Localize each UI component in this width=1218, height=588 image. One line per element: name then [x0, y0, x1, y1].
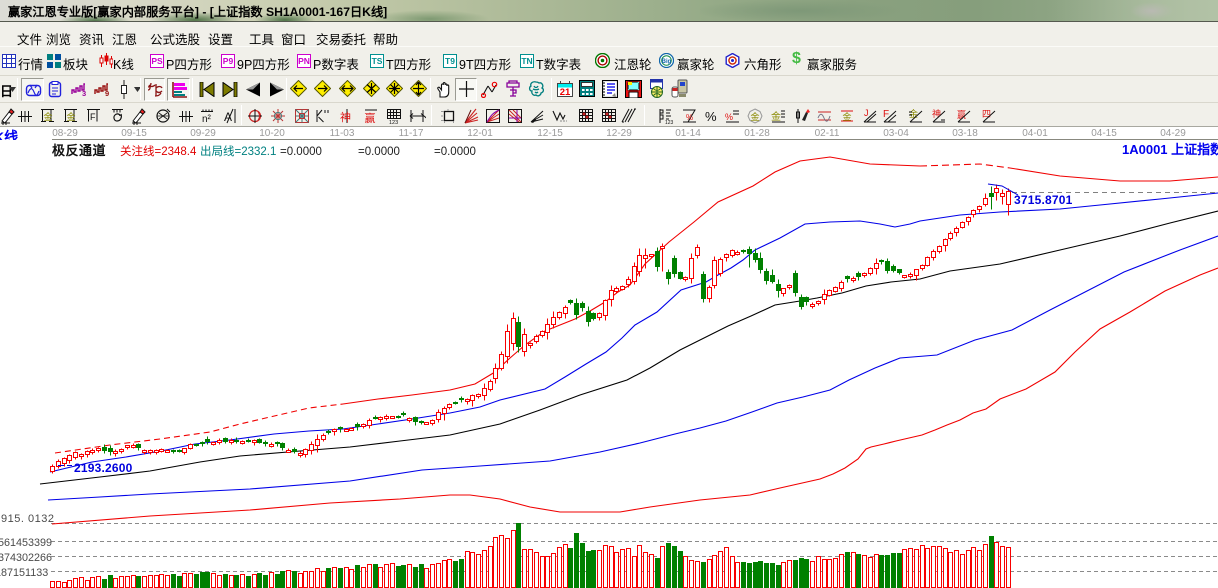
- svg-text:金: 金: [771, 110, 781, 123]
- svg-text:2193.2600: 2193.2600: [74, 461, 133, 475]
- svg-text:%: %: [686, 113, 693, 122]
- svg-text:金: 金: [751, 111, 760, 122]
- svg-text:F: F: [90, 112, 96, 122]
- svg-text:金: 金: [843, 111, 852, 122]
- svg-text:21: 21: [560, 87, 571, 98]
- svg-text:金: 金: [44, 111, 53, 122]
- svg-text:金: 金: [909, 108, 918, 119]
- svg-text:出局线=2332.1: 出局线=2332.1: [200, 144, 276, 158]
- svg-text:=0.0000: =0.0000: [434, 146, 476, 158]
- svg-text:3715.8701: 3715.8701: [1014, 193, 1073, 207]
- svg-text:A: A: [224, 110, 232, 124]
- svg-text:F: F: [883, 109, 889, 120]
- svg-text:Big: Big: [662, 59, 672, 65]
- svg-text:金: 金: [67, 111, 76, 122]
- svg-text:赢: 赢: [365, 111, 376, 125]
- svg-text:=0.0000: =0.0000: [280, 146, 322, 158]
- svg-text:极反通道: 极反通道: [52, 143, 106, 158]
- svg-text:神: 神: [340, 110, 351, 124]
- svg-text:9: 9: [105, 89, 109, 97]
- svg-text:%: %: [705, 109, 717, 124]
- svg-text:神: 神: [932, 108, 941, 119]
- svg-text:1A0001 上证指数: 1A0001 上证指数: [1122, 142, 1218, 157]
- svg-text:123: 123: [389, 120, 398, 126]
- svg-text:J: J: [864, 108, 869, 118]
- svg-text:561453399: 561453399: [0, 537, 52, 549]
- svg-text:3: 3: [82, 89, 86, 97]
- svg-text:374302266: 374302266: [0, 552, 52, 564]
- svg-text:%: %: [725, 112, 733, 122]
- svg-text:123: 123: [665, 120, 674, 126]
- svg-text:赢: 赢: [957, 109, 966, 120]
- svg-text:=0.0000: =0.0000: [358, 146, 400, 158]
- svg-text:n²: n²: [202, 114, 212, 125]
- svg-text:187151133: 187151133: [0, 567, 48, 579]
- svg-text:915. 0132: 915. 0132: [1, 513, 54, 525]
- svg-text:四: 四: [982, 109, 991, 119]
- svg-text:关注线=2348.4: 关注线=2348.4: [120, 144, 197, 158]
